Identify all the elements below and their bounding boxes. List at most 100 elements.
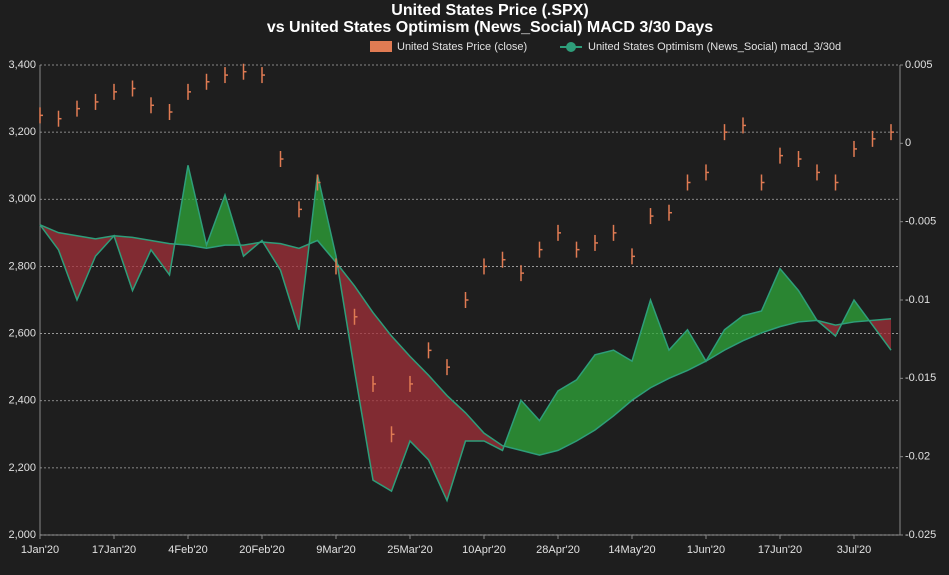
price-bar: [705, 164, 709, 181]
y-tick-label: 2,200: [8, 462, 36, 474]
price-bar: [871, 130, 876, 147]
macd-fill: [373, 312, 392, 492]
price-bar: [446, 359, 450, 376]
price-bar: [631, 248, 635, 265]
macd-fill: [743, 310, 762, 341]
price-bar: [612, 224, 617, 241]
x-tick-label: 1Jan'20: [21, 544, 59, 556]
legend-swatch: [566, 42, 576, 52]
macd-fill: [410, 356, 429, 460]
y2-tick-label: -0.01: [905, 294, 930, 306]
macd-fill: [687, 329, 706, 371]
price-bar: [279, 151, 284, 167]
y2-tick-label: 0.005: [905, 59, 933, 71]
macd-fill: [780, 268, 799, 327]
price-bar: [168, 104, 173, 120]
price-bar: [668, 204, 672, 221]
price-bar: [742, 117, 746, 134]
price-bar: [723, 124, 728, 141]
price-bar: [205, 73, 210, 90]
macd-fill: [595, 350, 614, 431]
y2-tick-label: -0.015: [905, 372, 936, 384]
price-bar: [187, 83, 191, 100]
macd-fill: [447, 395, 466, 501]
macd-fill: [58, 232, 77, 300]
price-bar: [594, 234, 598, 251]
macd-fill: [576, 354, 595, 441]
x-tick-label: 3Jul'20: [837, 544, 872, 556]
macd-fill: [484, 433, 503, 451]
price-bar: [649, 208, 654, 225]
price-bar: [797, 151, 802, 167]
legend-swatch: [370, 41, 392, 52]
price-bar: [483, 258, 487, 275]
y2-tick-label: -0.02: [905, 451, 930, 463]
price-bar: [242, 63, 247, 80]
macd-fill: [539, 390, 558, 456]
macd-fill: [354, 285, 373, 481]
price-bar: [538, 241, 543, 258]
price-bar: [390, 426, 395, 443]
macd-fill: [761, 268, 780, 333]
legend-label: United States Optimism (News_Social) mac…: [588, 41, 841, 53]
macd-fill: [613, 350, 632, 416]
x-tick-label: 28Apr'20: [536, 544, 580, 556]
x-tick-label: 25Mar'20: [387, 544, 433, 556]
macd-fill: [77, 235, 96, 300]
price-bar: [298, 201, 302, 218]
macd-line: [39, 165, 892, 503]
x-tick-label: 17Jan'20: [92, 544, 136, 556]
y-tick-label: 2,400: [8, 395, 36, 407]
macd-fill: [669, 329, 688, 379]
price-bar: [150, 97, 154, 114]
price-bar: [261, 67, 265, 84]
legend-label: United States Price (close): [397, 41, 527, 53]
y-tick-label: 2,800: [8, 260, 36, 272]
price-bar: [316, 174, 321, 191]
macd-band-line: [39, 224, 892, 456]
price-bar: [224, 67, 228, 84]
price-bar: [427, 342, 432, 359]
price-bar: [890, 124, 894, 141]
chart-title: United States Price (.SPX): [391, 2, 588, 19]
price-bar: [353, 308, 358, 325]
y-tick-label: 3,200: [8, 126, 36, 138]
price-bar: [76, 100, 80, 117]
x-tick-label: 20Feb'20: [239, 544, 285, 556]
price-bar: [94, 93, 99, 110]
macd-fill: [280, 243, 299, 330]
price-bar: [57, 110, 62, 127]
x-tick-label: 1Jun'20: [687, 544, 725, 556]
chart-subtitle: vs United States Optimism (News_Social) …: [267, 19, 713, 36]
macd-fill: [724, 315, 743, 351]
macd-fill: [650, 300, 669, 388]
price-bar: [335, 258, 339, 275]
macd-fill: [558, 379, 577, 451]
price-bar: [520, 265, 524, 282]
price-bar: [557, 224, 561, 241]
price-bar: [372, 375, 376, 392]
price-bar: [760, 174, 765, 191]
x-tick-label: 9Mar'20: [316, 544, 355, 556]
price-bar: [131, 80, 136, 97]
y2-tick-label: -0.025: [905, 529, 936, 541]
y-tick-label: 2,600: [8, 327, 36, 339]
y-tick-label: 3,400: [8, 59, 36, 71]
price-bar: [409, 375, 413, 392]
y2-tick-label: 0: [905, 137, 911, 149]
macd-fill: [132, 237, 151, 291]
price-bar: [853, 140, 857, 157]
price-bar: [686, 174, 691, 191]
x-tick-label: 10Apr'20: [462, 544, 506, 556]
price-bar: [464, 292, 469, 308]
macd-fill: [465, 412, 484, 441]
price-bar: [39, 107, 43, 124]
y-tick-label: 3,000: [8, 193, 36, 205]
price-bar: [501, 251, 506, 268]
macd-fill: [632, 300, 651, 401]
macd-fill: [521, 400, 540, 456]
x-tick-label: 4Feb'20: [168, 544, 207, 556]
price-bar: [816, 164, 820, 181]
price-bar: [779, 147, 783, 164]
